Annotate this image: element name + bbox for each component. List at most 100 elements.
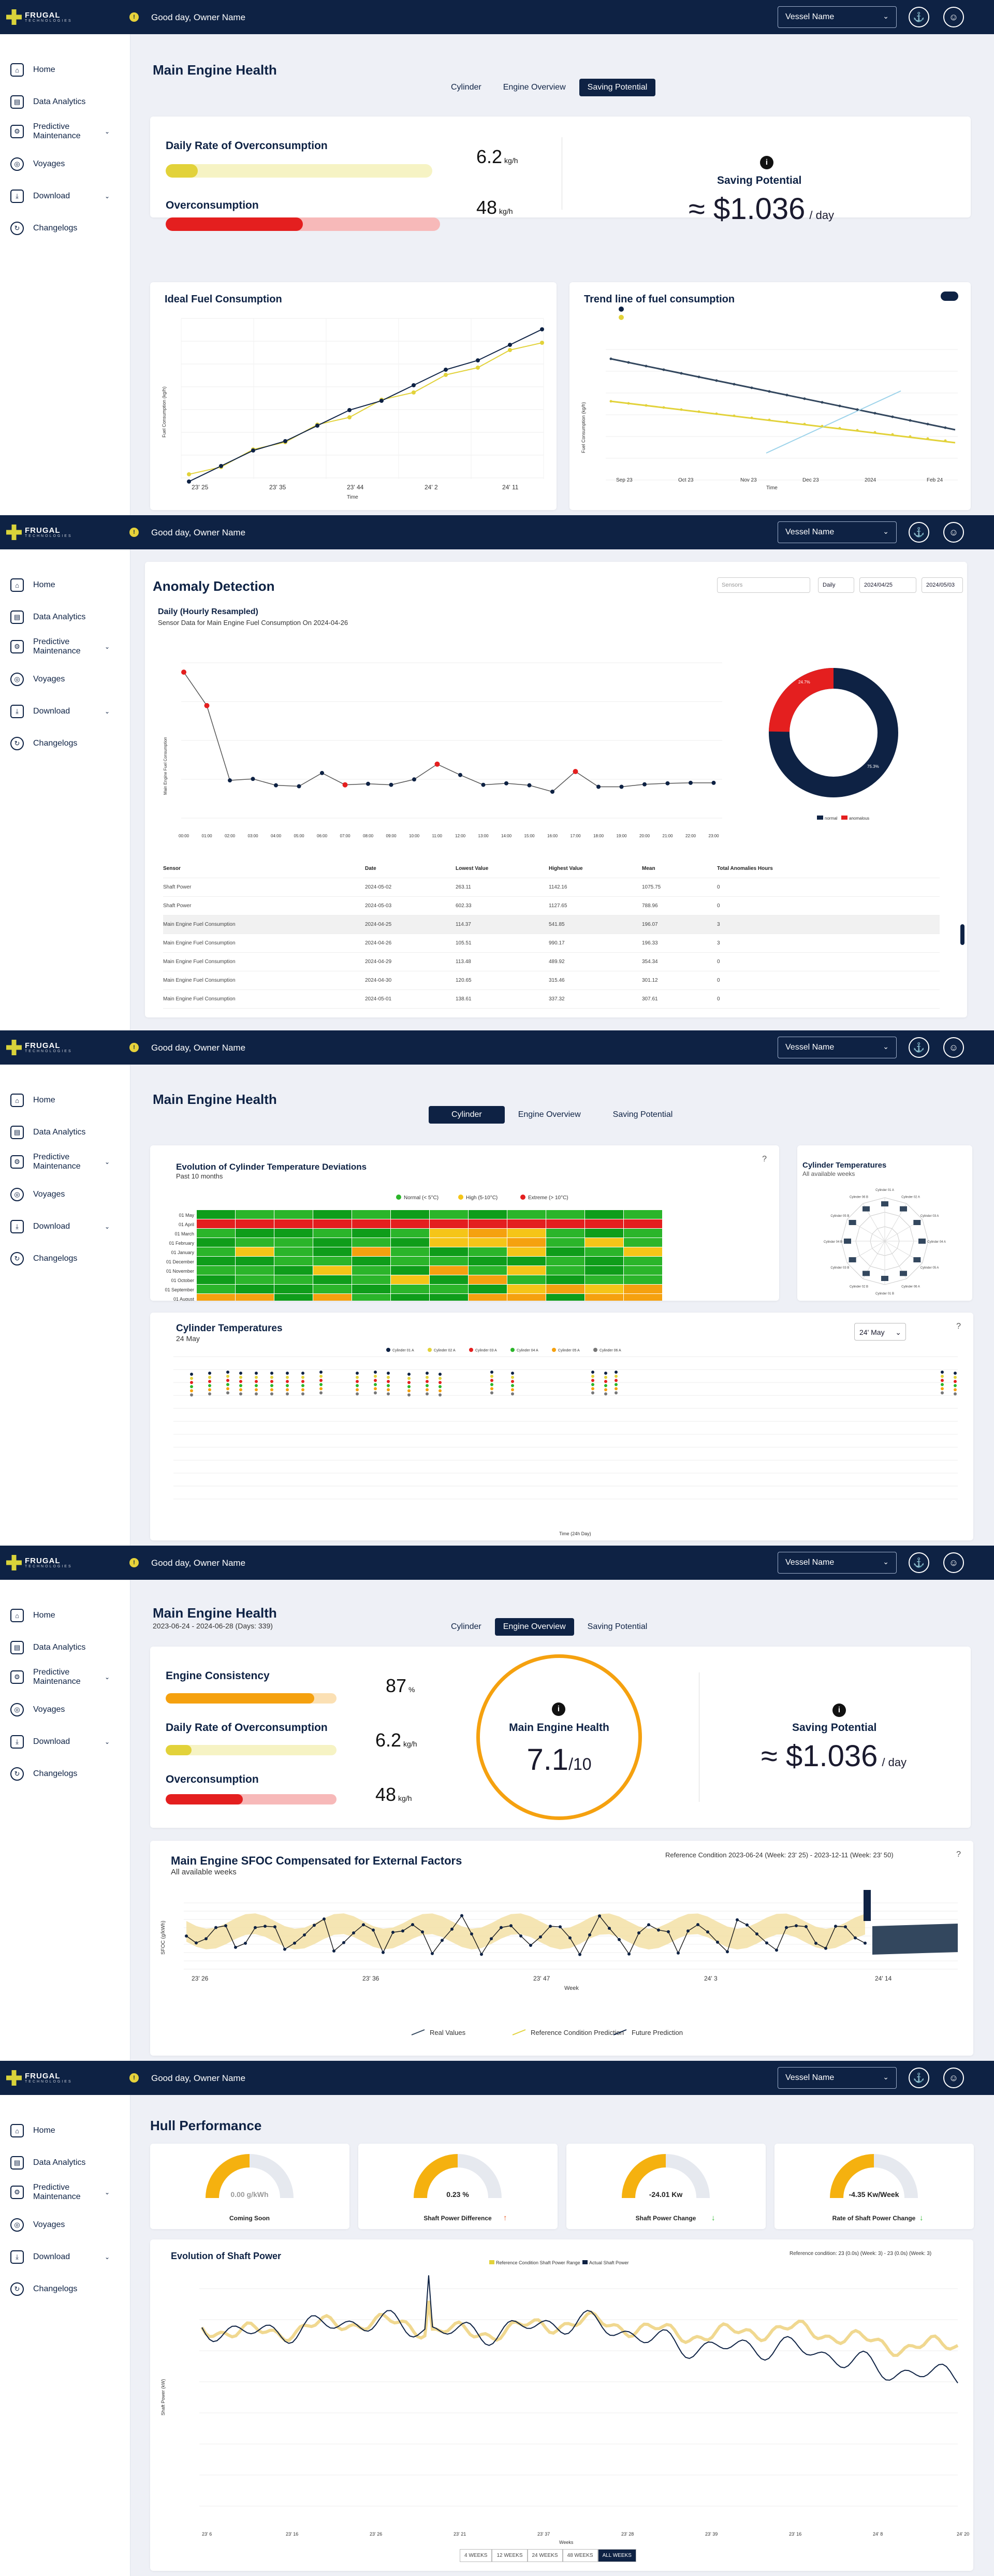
- fuel-point: [434, 761, 440, 767]
- captain-icon[interactable]: ⚓: [909, 1037, 929, 1058]
- table-row[interactable]: Main Engine Fuel Consumption 2024-04-26 10…: [163, 934, 940, 953]
- vessel-select[interactable]: Vessel Name ⌄: [778, 1037, 897, 1058]
- trend-point-2: [750, 416, 753, 419]
- captain-icon[interactable]: ⚓: [909, 522, 929, 543]
- tab-engine-overview[interactable]: Engine Overview: [494, 1618, 574, 1636]
- user-icon[interactable]: ☺: [943, 1552, 964, 1573]
- nav-voyages[interactable]: ◎ Voyages: [10, 2218, 65, 2232]
- tab-saving-potential[interactable]: Saving Potential: [612, 1110, 673, 1119]
- end-date-input[interactable]: 2024/05/03: [922, 577, 963, 593]
- real-value-point: [834, 1925, 837, 1928]
- fuel-point: [504, 781, 508, 785]
- y-axis-label: Shaft Power (kW): [160, 2379, 166, 2415]
- nav-data-analytics[interactable]: ▤ Data Analytics: [10, 1126, 85, 1139]
- trend-toggle[interactable]: [941, 292, 958, 301]
- nav-data-analytics[interactable]: ▤ Data Analytics: [10, 610, 85, 624]
- table-row[interactable]: Main Engine Fuel Consumption 2024-05-01 13…: [163, 990, 940, 1009]
- nav-changelogs[interactable]: ↻ Changelogs: [10, 737, 77, 750]
- nav-voyages[interactable]: ◎ Voyages: [10, 1188, 65, 1201]
- real-value-point: [470, 1932, 473, 1936]
- nav-download[interactable]: ⤓ Download ⌄: [10, 1735, 110, 1749]
- nav-data-analytics[interactable]: ▤ Data Analytics: [10, 2156, 85, 2170]
- heatmap-cell: [546, 1238, 584, 1247]
- nav-voyages[interactable]: ◎ Voyages: [10, 1703, 65, 1716]
- tab-cylinder[interactable]: Cylinder: [451, 83, 481, 92]
- captain-icon[interactable]: ⚓: [909, 1552, 929, 1573]
- table-row[interactable]: Main Engine Fuel Consumption 2024-04-29 11…: [163, 953, 940, 971]
- start-date-input[interactable]: 2024/04/25: [859, 577, 916, 593]
- vessel-select[interactable]: Vessel Name ⌄: [778, 1552, 897, 1574]
- nav-changelogs[interactable]: ↻ Changelogs: [10, 1252, 77, 1265]
- nav-home[interactable]: ⌂ Home: [10, 578, 55, 592]
- user-icon[interactable]: ☺: [943, 7, 964, 27]
- vessel-select[interactable]: Vessel Name ⌄: [778, 6, 897, 28]
- chevron-down-icon: ⌄: [105, 2253, 110, 2261]
- info-icon[interactable]: i: [552, 1702, 565, 1716]
- range-button[interactable]: 12 WEEKS: [492, 2549, 528, 2562]
- tab-engine-overview[interactable]: Engine Overview: [518, 1110, 581, 1119]
- nav-home[interactable]: ⌂ Home: [10, 1094, 55, 1107]
- logo[interactable]: FRUGAL TECHNOLOGIES: [6, 1037, 74, 1058]
- nav-predictive-maintenance[interactable]: ⚙ Predictive Maintenance ⌄: [10, 1153, 110, 1171]
- tab-cylinder[interactable]: Cylinder: [429, 1106, 505, 1124]
- nav-download[interactable]: ⤓ Download ⌄: [10, 2250, 110, 2264]
- trend-point-1: [627, 361, 630, 364]
- tab-saving-potential[interactable]: Saving Potential: [579, 79, 656, 96]
- nav-download[interactable]: ⤓ Download ⌄: [10, 1220, 110, 1233]
- help-icon[interactable]: ?: [762, 1155, 767, 1163]
- nav-predictive-maintenance[interactable]: ⚙ Predictive Maintenance ⌄: [10, 2183, 110, 2202]
- nav-download[interactable]: ⤓ Download ⌄: [10, 705, 110, 718]
- range-button[interactable]: 24 WEEKS: [527, 2549, 563, 2562]
- nav-home[interactable]: ⌂ Home: [10, 63, 55, 77]
- user-icon[interactable]: ☺: [943, 1037, 964, 1058]
- table-row[interactable]: Shaft Power 2024-05-02 263.11 1142.16 1075.7…: [163, 878, 940, 897]
- sensor-select[interactable]: Sensors: [717, 577, 810, 593]
- temp-point: [208, 1376, 211, 1379]
- captain-icon[interactable]: ⚓: [909, 2068, 929, 2088]
- nav-changelogs[interactable]: ↻ Changelogs: [10, 222, 77, 235]
- table-row[interactable]: Shaft Power 2024-05-03 602.33 1127.65 788.96…: [163, 897, 940, 915]
- nav-home[interactable]: ⌂ Home: [10, 1609, 55, 1622]
- user-icon[interactable]: ☺: [943, 2068, 964, 2088]
- nav-changelogs[interactable]: ↻ Changelogs: [10, 1767, 77, 1781]
- nav-data-analytics[interactable]: ▤ Data Analytics: [10, 1641, 85, 1654]
- user-icon[interactable]: ☺: [943, 522, 964, 543]
- tab-saving-potential[interactable]: Saving Potential: [587, 1622, 648, 1631]
- logo[interactable]: FRUGAL TECHNOLOGIES: [6, 1552, 74, 1574]
- real-value-point: [509, 1924, 513, 1928]
- tab-engine-overview[interactable]: Engine Overview: [503, 83, 566, 92]
- help-icon[interactable]: ?: [956, 1850, 961, 1859]
- info-icon[interactable]: i: [760, 156, 773, 169]
- nav-predictive-maintenance[interactable]: ⚙ Predictive Maintenance ⌄: [10, 122, 110, 141]
- logo[interactable]: FRUGAL TECHNOLOGIES: [6, 2067, 74, 2089]
- vessel-select[interactable]: Vessel Name ⌄: [778, 2067, 897, 2089]
- logo[interactable]: FRUGAL TECHNOLOGIES: [6, 6, 74, 28]
- consistency-value: 87%: [386, 1675, 415, 1697]
- freq-select[interactable]: Daily: [818, 577, 854, 593]
- range-button[interactable]: ALL WEEKS: [597, 2549, 636, 2562]
- nav-changelogs[interactable]: ↻ Changelogs: [10, 2282, 77, 2296]
- nav-data-analytics[interactable]: ▤ Data Analytics: [10, 95, 85, 109]
- nav-voyages[interactable]: ◎ Voyages: [10, 157, 65, 171]
- table-row[interactable]: Main Engine Fuel Consumption 2024-04-30 12…: [163, 971, 940, 990]
- info-icon[interactable]: i: [832, 1704, 846, 1717]
- help-icon[interactable]: ?: [956, 1322, 961, 1331]
- month-select[interactable]: 24' May ⌄: [854, 1323, 906, 1341]
- captain-icon[interactable]: ⚓: [909, 7, 929, 27]
- tab-cylinder[interactable]: Cylinder: [451, 1622, 481, 1631]
- logo[interactable]: FRUGAL TECHNOLOGIES: [6, 521, 74, 543]
- real-value-point: [244, 1941, 247, 1945]
- range-button[interactable]: 48 WEEKS: [562, 2549, 598, 2562]
- range-button[interactable]: 4 WEEKS: [460, 2549, 492, 2562]
- trend-point-1: [750, 386, 753, 389]
- table-cell: Lowest Value: [456, 866, 489, 871]
- vessel-select[interactable]: Vessel Name ⌄: [778, 521, 897, 543]
- nav-predictive-maintenance[interactable]: ⚙ Predictive Maintenance ⌄: [10, 637, 110, 656]
- nav-voyages[interactable]: ◎ Voyages: [10, 673, 65, 686]
- nav-home[interactable]: ⌂ Home: [10, 2124, 55, 2137]
- table-row[interactable]: Main Engine Fuel Consumption 2024-04-25 11…: [163, 915, 940, 934]
- vessel-select-value: Vessel Name: [785, 12, 835, 21]
- table-scrollbar[interactable]: [960, 924, 964, 945]
- nav-predictive-maintenance[interactable]: ⚙ Predictive Maintenance ⌄: [10, 1668, 110, 1686]
- nav-download[interactable]: ⤓ Download ⌄: [10, 190, 110, 203]
